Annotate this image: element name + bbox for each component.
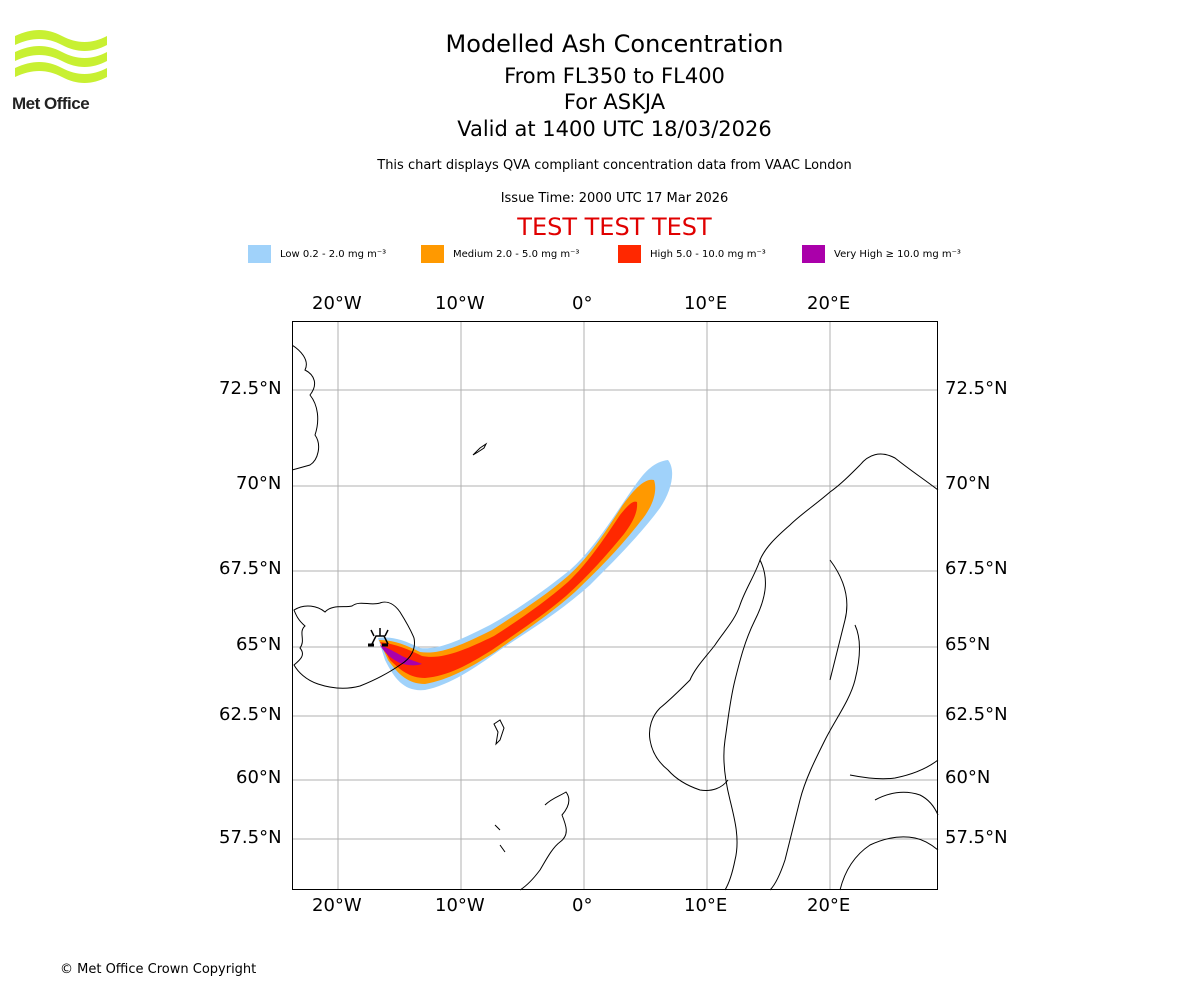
issue-time: Issue Time: 2000 UTC 17 Mar 2026 — [500, 191, 729, 206]
lon-label-top: 10°W — [435, 293, 485, 314]
lat-label-right: 70°N — [945, 473, 991, 494]
lat-label-left: 65°N — [236, 634, 282, 655]
test-banner: TEST TEST TEST — [517, 213, 712, 241]
lon-label-top: 20°W — [312, 293, 362, 314]
legend-item-high: High 5.0 - 10.0 mg m⁻³ — [618, 244, 766, 264]
chart-title: Modelled Ash Concentration — [445, 30, 784, 58]
coastline-norway — [649, 453, 939, 791]
lat-label-left: 62.5°N — [219, 704, 282, 725]
chart-description: This chart displays QVA compliant concen… — [377, 158, 852, 173]
lat-label-left: 60°N — [236, 767, 282, 788]
ash-plume-very-high — [380, 645, 422, 666]
ash-map — [292, 321, 939, 891]
legend-label-low: Low 0.2 - 2.0 mg m⁻³ — [280, 248, 387, 260]
lat-label-left: 57.5°N — [219, 827, 282, 848]
lon-label-top: 0° — [572, 293, 593, 314]
coastline-jan-mayen — [472, 442, 488, 456]
lat-label-left: 72.5°N — [219, 378, 282, 399]
coastline-iceland — [293, 601, 415, 689]
coastline-estonia — [874, 791, 939, 816]
lon-label-bottom: 10°W — [435, 895, 485, 916]
coastline-baltic — [839, 836, 939, 891]
valid-time: Valid at 1400 UTC 18/03/2026 — [457, 117, 772, 141]
lat-label-right: 60°N — [945, 767, 991, 788]
coastline-finland — [849, 759, 939, 780]
legend-item-low: Low 0.2 - 2.0 mg m⁻³ — [248, 244, 386, 264]
lat-label-right: 72.5°N — [945, 378, 1008, 399]
lat-label-right: 57.5°N — [945, 827, 1008, 848]
lat-label-right: 65°N — [945, 634, 991, 655]
legend-swatch-very-high — [802, 245, 825, 263]
logo-waves-icon — [15, 30, 107, 83]
legend-label-very-high: Very High ≥ 10.0 mg m⁻³ — [834, 248, 961, 260]
lat-label-left: 70°N — [236, 473, 282, 494]
volcano-icon — [368, 628, 389, 647]
met-office-logo: Met Office — [12, 28, 112, 118]
legend-label-medium: Medium 2.0 - 5.0 mg m⁻³ — [453, 248, 580, 260]
lon-label-bottom: 20°W — [312, 895, 362, 916]
lon-label-bottom: 0° — [572, 895, 593, 916]
coastlines — [292, 344, 939, 891]
copyright-notice: © Met Office Crown Copyright — [60, 962, 257, 977]
coastline-greenland — [292, 344, 320, 471]
legend-item-medium: Medium 2.0 - 5.0 mg m⁻³ — [421, 244, 579, 264]
lat-label-right: 67.5°N — [945, 558, 1008, 579]
legend-item-very-high: Very High ≥ 10.0 mg m⁻³ — [802, 244, 961, 264]
coastline-sweden-east — [769, 624, 860, 891]
legend-swatch-low — [248, 245, 271, 263]
lon-label-bottom: 20°E — [807, 895, 851, 916]
volcano-name: For ASKJA — [563, 90, 666, 114]
lat-label-left: 67.5°N — [219, 558, 282, 579]
lon-label-bottom: 10°E — [684, 895, 728, 916]
logo-text: Met Office — [12, 94, 90, 113]
lat-label-right: 62.5°N — [945, 704, 1008, 725]
legend-swatch-medium — [421, 245, 444, 263]
map-frame — [292, 321, 938, 890]
coastline-scotland — [494, 791, 570, 891]
coastline-faroe — [493, 719, 505, 746]
legend-swatch-high — [618, 245, 641, 263]
lon-label-top: 10°E — [684, 293, 728, 314]
flight-level-range: From FL350 to FL400 — [504, 64, 725, 88]
lon-label-top: 20°E — [807, 293, 851, 314]
border-scandinavia — [723, 559, 848, 891]
legend-label-high: High 5.0 - 10.0 mg m⁻³ — [650, 248, 766, 260]
